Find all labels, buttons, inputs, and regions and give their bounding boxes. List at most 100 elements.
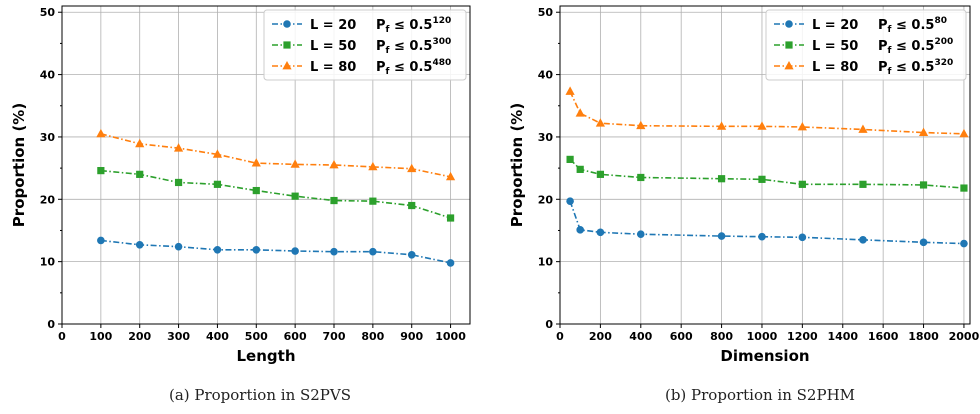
legend-entry: L = 80 Pf ≤ 0.5480 [272,58,451,77]
legend-probability: Pf ≤ 0.5200 [878,37,953,56]
data-point [291,192,299,200]
legend-entry: L = 50 Pf ≤ 0.5300 [272,37,451,56]
data-point [717,175,726,183]
data-point [576,165,584,173]
data-point [446,259,455,267]
y-tick-label: 10 [40,256,56,269]
data-point [446,214,455,222]
series-l=80 [565,86,969,138]
data-point [758,232,766,241]
y-tick-label: 20 [538,193,554,206]
legend-series-name: L = 20 [310,18,356,33]
data-point [566,155,574,163]
chart-s2pvs: 0 100 200 300 400 500 600 700 800 900 1000 0 10 20 30 4… [10,5,471,365]
legend-entry: L = 20 Pf ≤ 0.580 [774,16,947,35]
data-point [97,167,105,175]
x-tick-label: 1800 [908,330,939,343]
data-point [135,138,145,148]
y-tick-label: 0 [47,318,55,331]
series-line [100,169,451,219]
legend-probability: Pf ≤ 0.5120 [376,16,451,35]
caption-s2phm: (b) Proportion in S2PHM [664,386,856,404]
series-l=50 [566,155,968,192]
x-tick-label: 200 [128,330,151,343]
data-point [330,196,338,205]
series-line [569,91,964,135]
plot-frame [61,5,471,325]
data-point [798,233,807,242]
data-point [919,181,928,189]
y-tick-label: 40 [40,69,56,82]
x-axis-label: Dimension [720,347,809,365]
x-tick-label: 1000 [747,330,778,343]
series-l=20 [97,236,455,267]
x-tick-label: 600 [284,330,307,343]
legend-series-name: L = 80 [310,60,356,75]
legend-marker [785,41,793,49]
x-tick-label: 100 [89,330,112,343]
data-point [595,118,605,127]
plot-frame [559,5,971,325]
y-tick-label: 0 [545,318,553,331]
data-point [369,197,377,205]
data-point [716,121,727,130]
series-l=80 [96,128,456,181]
legend-series-name: L = 50 [812,39,858,54]
data-point [213,246,222,254]
x-tick-label: 300 [167,330,190,343]
series-line [100,133,451,178]
data-point [636,120,646,130]
data-point [174,242,183,251]
legend-series-name: L = 20 [812,18,858,33]
data-point [445,171,456,181]
data-point [252,246,261,254]
x-tick-label: 0 [58,330,66,343]
legend-series-name: L = 80 [812,60,858,75]
data-point [918,127,929,136]
x-tick-label: 600 [670,330,693,343]
x-tick-label: 800 [361,330,384,343]
data-point [368,161,378,171]
legend-marker [283,41,291,49]
data-point [758,175,766,183]
data-point [858,124,868,133]
data-point [596,228,605,237]
data-point [252,186,260,195]
legend-box [263,9,467,81]
data-point [290,159,300,168]
data-point [859,180,867,188]
y-tick-label: 50 [40,6,56,19]
x-tick-label: 1000 [435,330,466,343]
chart-s2phm: 0 200 400 600 800 1000 1200 1400 1600 1800 2000 0 10… [508,5,980,365]
figure: 0 100 200 300 400 500 600 700 800 900 100001020304… [10,5,980,365]
caption-s2pvs: (a) Proportion in S2PVS [168,386,352,404]
x-tick-label: 1600 [868,330,899,343]
data-point [173,143,184,152]
legend-marker [283,20,291,28]
data-point [636,230,645,239]
x-tick-label: 1400 [827,330,858,343]
legend-marker [784,61,794,70]
data-point [576,226,584,234]
data-point [566,197,574,205]
y-tick-label: 40 [538,69,554,82]
x-tick-label: 0 [556,330,564,343]
data-point [797,121,807,131]
y-tick-label: 50 [538,6,554,19]
data-point [717,232,726,240]
legend-entry: L = 50 Pf ≤ 0.5200 [774,37,953,56]
data-point [960,239,968,248]
data-point [291,247,299,255]
legend-series-name: L = 50 [310,39,356,54]
data-point [329,160,339,169]
x-tick-label: 200 [589,330,612,343]
series-line [569,200,964,245]
data-point [757,121,767,130]
x-axis-label: Length [237,347,296,365]
legend-probability: Pf ≤ 0.580 [878,16,947,35]
legend: L = 20 Pf ≤ 0.5120 L = 50 Pf ≤ 0.5300 L = 80… [263,9,467,81]
x-tick-label: 500 [245,330,268,343]
data-point [135,241,144,249]
data-point [251,158,261,167]
data-point [575,108,585,117]
